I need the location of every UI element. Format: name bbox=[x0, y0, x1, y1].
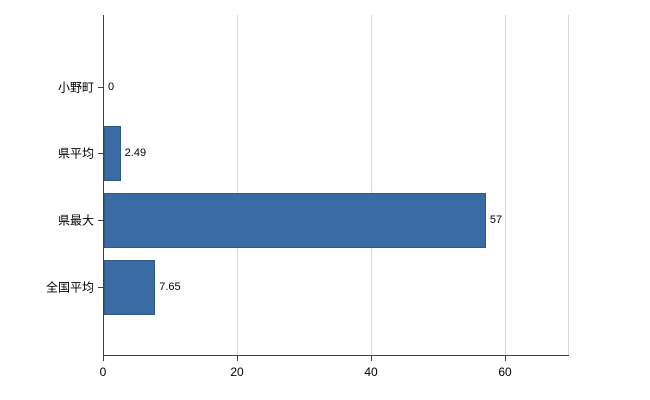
x-tick bbox=[237, 356, 238, 361]
gridline-right-edge bbox=[568, 15, 569, 355]
value-label: 57 bbox=[489, 214, 503, 226]
category-label: 小野町 bbox=[57, 80, 94, 95]
y-tick bbox=[98, 87, 103, 88]
y-axis-line bbox=[103, 15, 104, 355]
bar bbox=[104, 259, 155, 315]
x-tick bbox=[371, 356, 372, 361]
value-label: 2.49 bbox=[124, 147, 147, 159]
category-label: 県平均 bbox=[57, 146, 94, 161]
bar bbox=[104, 192, 486, 248]
category-label: 全国平均 bbox=[45, 280, 94, 295]
value-label: 0 bbox=[108, 81, 115, 93]
y-tick bbox=[98, 220, 103, 221]
x-tick-label: 0 bbox=[99, 365, 107, 379]
gridline bbox=[505, 15, 506, 355]
y-tick bbox=[98, 153, 103, 154]
x-tick-label: 20 bbox=[230, 365, 244, 379]
value-label: 7.65 bbox=[159, 281, 181, 293]
x-tick-label: 40 bbox=[364, 365, 378, 379]
category-label: 県最大 bbox=[57, 213, 94, 228]
x-tick bbox=[505, 356, 506, 361]
x-tick-label: 60 bbox=[498, 365, 512, 379]
bar bbox=[104, 125, 121, 181]
x-tick bbox=[103, 356, 104, 361]
y-tick bbox=[98, 287, 103, 288]
gridline bbox=[237, 15, 238, 355]
gridline bbox=[371, 15, 372, 355]
x-axis-line bbox=[103, 355, 569, 356]
